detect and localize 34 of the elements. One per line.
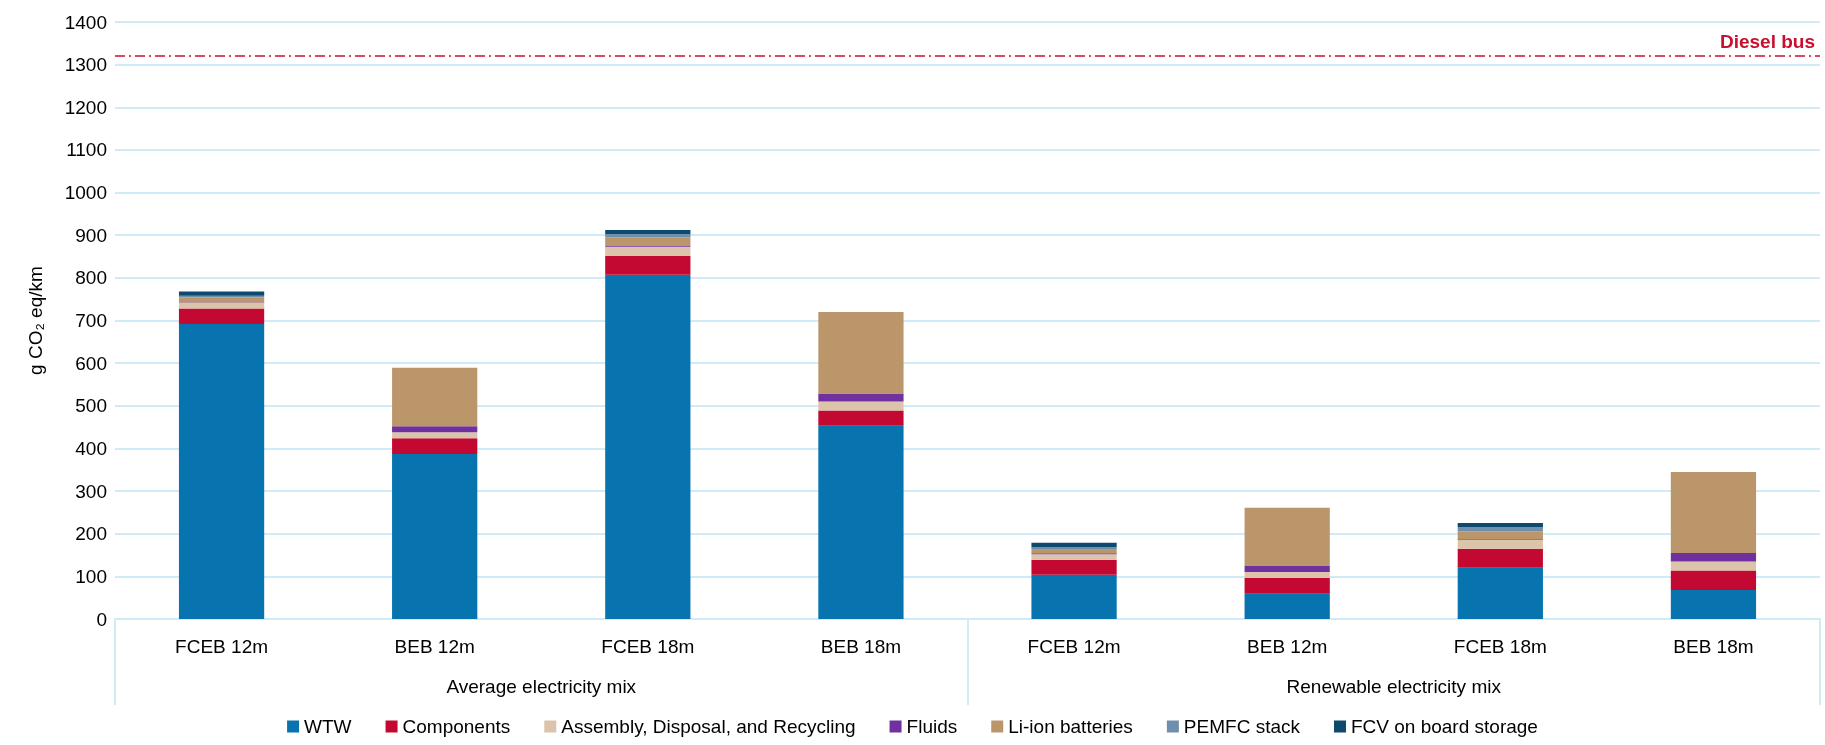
x-tick-label: BEB 18m [820, 636, 902, 657]
y-tick-label: 500 [75, 395, 107, 417]
y-tick-label: 800 [75, 267, 107, 289]
legend-label: Li-ion batteries [1008, 716, 1133, 737]
y-tick-label: 100 [75, 565, 107, 587]
ref-line-label: Diesel bus [1719, 31, 1815, 53]
x-tick-label: FCEB 12m [1027, 636, 1121, 657]
text: Average electricity mix [446, 676, 637, 697]
y-tick-label: 600 [75, 352, 107, 374]
y-axis-title: g CO₂ eq/km [25, 266, 46, 375]
y-tick-label: 700 [75, 310, 107, 331]
y-tick-label: 900 [75, 224, 107, 246]
y-tick-label: 200 [75, 523, 107, 545]
y-tick-label: 1100 [66, 139, 107, 161]
legend-label: PEMFC stack [1183, 716, 1301, 737]
y-tick-label: 400 [75, 437, 107, 459]
text: Renewable electricity mix [1286, 676, 1502, 697]
legend-label: Fluids [906, 716, 958, 737]
y-tick-label: 1200 [64, 96, 107, 118]
x-tick-label: BEB 12m [394, 636, 475, 657]
x-tick-label: FCEB 18m [1453, 636, 1547, 657]
y-tick-label: 0 [96, 608, 107, 630]
y-tick-label: 1300 [64, 54, 107, 76]
y-tick-label: 1000 [64, 182, 107, 204]
x-tick-label: BEB 12m [1247, 636, 1328, 657]
x-tick-label: FCEB 18m [601, 636, 695, 657]
legend-label: FCV on board storage [1350, 716, 1538, 737]
y-tick-label: 1400 [64, 11, 107, 33]
x-tick-label: FCEB 12m [175, 636, 269, 657]
legend-label: Components [402, 716, 511, 737]
y-tick-label: 300 [75, 480, 107, 502]
x-tick-label: BEB 18m [1673, 636, 1754, 657]
legend-label: WTW [304, 716, 352, 737]
legend-label: Assembly, Disposal, and Recycling [561, 716, 856, 737]
